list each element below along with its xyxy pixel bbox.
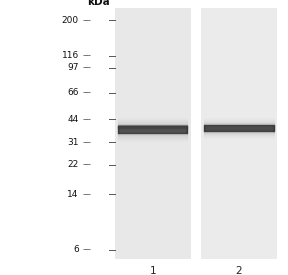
Text: 31: 31 bbox=[67, 138, 79, 147]
Text: 14: 14 bbox=[67, 190, 79, 199]
Text: 1: 1 bbox=[149, 266, 156, 275]
Bar bbox=[201, 8, 277, 258]
Text: 200: 200 bbox=[62, 16, 79, 25]
Text: ––: –– bbox=[82, 160, 91, 169]
Text: kDa: kDa bbox=[87, 0, 109, 7]
Text: 22: 22 bbox=[68, 160, 79, 169]
Text: ––: –– bbox=[82, 115, 91, 124]
Text: ––: –– bbox=[82, 51, 91, 60]
Text: ––: –– bbox=[82, 190, 91, 199]
Text: ––: –– bbox=[82, 245, 91, 254]
Text: 2: 2 bbox=[236, 266, 242, 275]
Text: ––: –– bbox=[82, 88, 91, 97]
Text: 97: 97 bbox=[67, 63, 79, 72]
Text: 116: 116 bbox=[62, 51, 79, 60]
Text: 66: 66 bbox=[67, 88, 79, 97]
Text: ––: –– bbox=[82, 16, 91, 25]
Text: ––: –– bbox=[82, 63, 91, 72]
Text: 6: 6 bbox=[73, 245, 79, 254]
Text: 44: 44 bbox=[68, 115, 79, 124]
Bar bbox=[115, 8, 191, 258]
Text: ––: –– bbox=[82, 138, 91, 147]
